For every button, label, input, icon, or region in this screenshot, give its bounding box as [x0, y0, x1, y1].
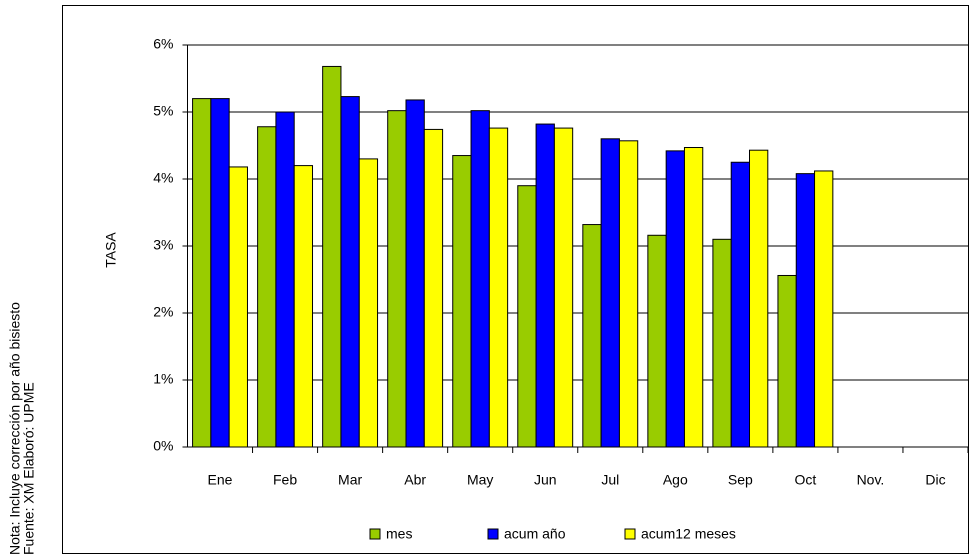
y-tick-label: 4%	[153, 170, 173, 186]
y-tick-label: 0%	[153, 438, 173, 454]
bar	[647, 234, 667, 448]
bar	[293, 165, 314, 448]
y-tick-label: 2%	[153, 304, 173, 320]
legend-label: acum año	[504, 526, 566, 542]
x-tick-label: Oct	[795, 472, 817, 488]
bar	[470, 110, 490, 448]
x-tick-label: Feb	[273, 472, 297, 488]
bar	[683, 147, 704, 448]
bar	[582, 224, 602, 448]
y-tick-label: 3%	[153, 237, 173, 253]
bar	[730, 161, 751, 448]
bar	[257, 126, 277, 448]
x-tick-label: Ene	[208, 472, 233, 488]
y-tick-label: 6%	[153, 36, 173, 52]
bar	[228, 166, 248, 448]
bar	[210, 98, 230, 448]
x-tick-label: May	[467, 472, 493, 488]
x-tick-label: Nov.	[857, 472, 885, 488]
bar	[553, 127, 574, 448]
bar	[452, 155, 472, 448]
note: Nota: Incluye corrección por año bisiest…	[7, 302, 23, 555]
bar	[275, 111, 295, 448]
bar	[192, 98, 212, 448]
bar	[358, 158, 379, 448]
bar	[488, 127, 509, 448]
bar	[814, 170, 834, 448]
bar	[423, 128, 444, 448]
bar	[795, 173, 816, 448]
bar	[322, 65, 342, 448]
bar	[535, 123, 555, 448]
legend-label: mes	[386, 526, 412, 542]
y-tick-label: 1%	[153, 371, 173, 387]
bar	[665, 150, 685, 448]
bar	[340, 96, 360, 448]
note: Fuente: XM Elaboró: UPME	[21, 382, 37, 555]
x-tick-label: Jun	[534, 472, 557, 488]
bar	[600, 138, 620, 448]
legend-swatch	[487, 528, 499, 540]
bar	[749, 149, 769, 448]
bar	[712, 238, 732, 448]
legend-swatch	[624, 528, 636, 540]
legend-swatch	[369, 528, 381, 540]
y-tick-label: 5%	[153, 103, 173, 119]
bar	[618, 140, 639, 448]
x-tick-label: Sep	[728, 472, 753, 488]
y-axis-label: TASA	[103, 232, 119, 268]
bar	[405, 99, 425, 448]
legend-label: acum12 meses	[641, 526, 736, 542]
bar	[777, 274, 797, 448]
x-tick-label: Jul	[601, 472, 619, 488]
bar	[387, 110, 407, 448]
x-tick-label: Mar	[338, 472, 362, 488]
bar	[517, 185, 537, 448]
x-tick-label: Dic	[925, 472, 945, 488]
x-tick-label: Ago	[663, 472, 688, 488]
chart-frame	[62, 5, 969, 554]
x-tick-label: Abr	[404, 472, 426, 488]
